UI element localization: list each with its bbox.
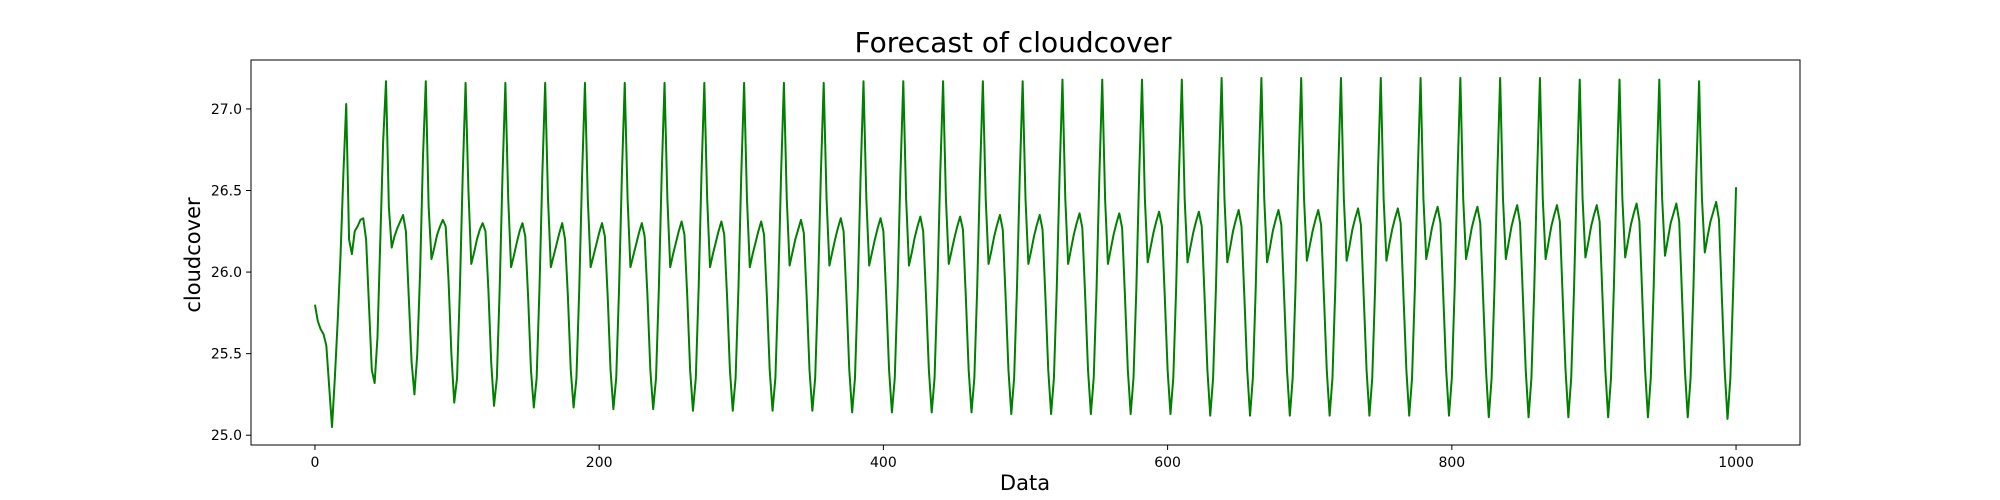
x-tick-label: 200	[586, 455, 613, 471]
x-axis-title: Data	[1000, 471, 1050, 495]
x-tick-label: 0	[310, 455, 319, 471]
x-tick-label: 600	[1154, 455, 1181, 471]
x-tick-label: 800	[1438, 455, 1465, 471]
y-axis: 25.0 25.5 26.0 26.5 27.0	[211, 102, 251, 444]
plot-frame	[250, 59, 1801, 446]
x-tick-label: 1000	[1718, 455, 1754, 471]
y-tick-label: 25.5	[211, 347, 242, 363]
y-axis-title: cloudcover	[181, 197, 205, 313]
plot-area	[250, 59, 1801, 446]
y-tick-label: 27.0	[211, 102, 242, 118]
y-tick-label: 26.5	[211, 184, 242, 200]
y-tick-label: 26.0	[211, 265, 242, 281]
y-tick-label: 25.0	[211, 428, 242, 444]
series-layer	[313, 76, 1738, 429]
series-line-0	[313, 76, 1738, 429]
chart-title: Forecast of cloudcover	[855, 26, 1172, 59]
x-tick-label: 400	[870, 455, 897, 471]
x-axis: 0 200 400 600 800 1000	[310, 445, 1754, 471]
